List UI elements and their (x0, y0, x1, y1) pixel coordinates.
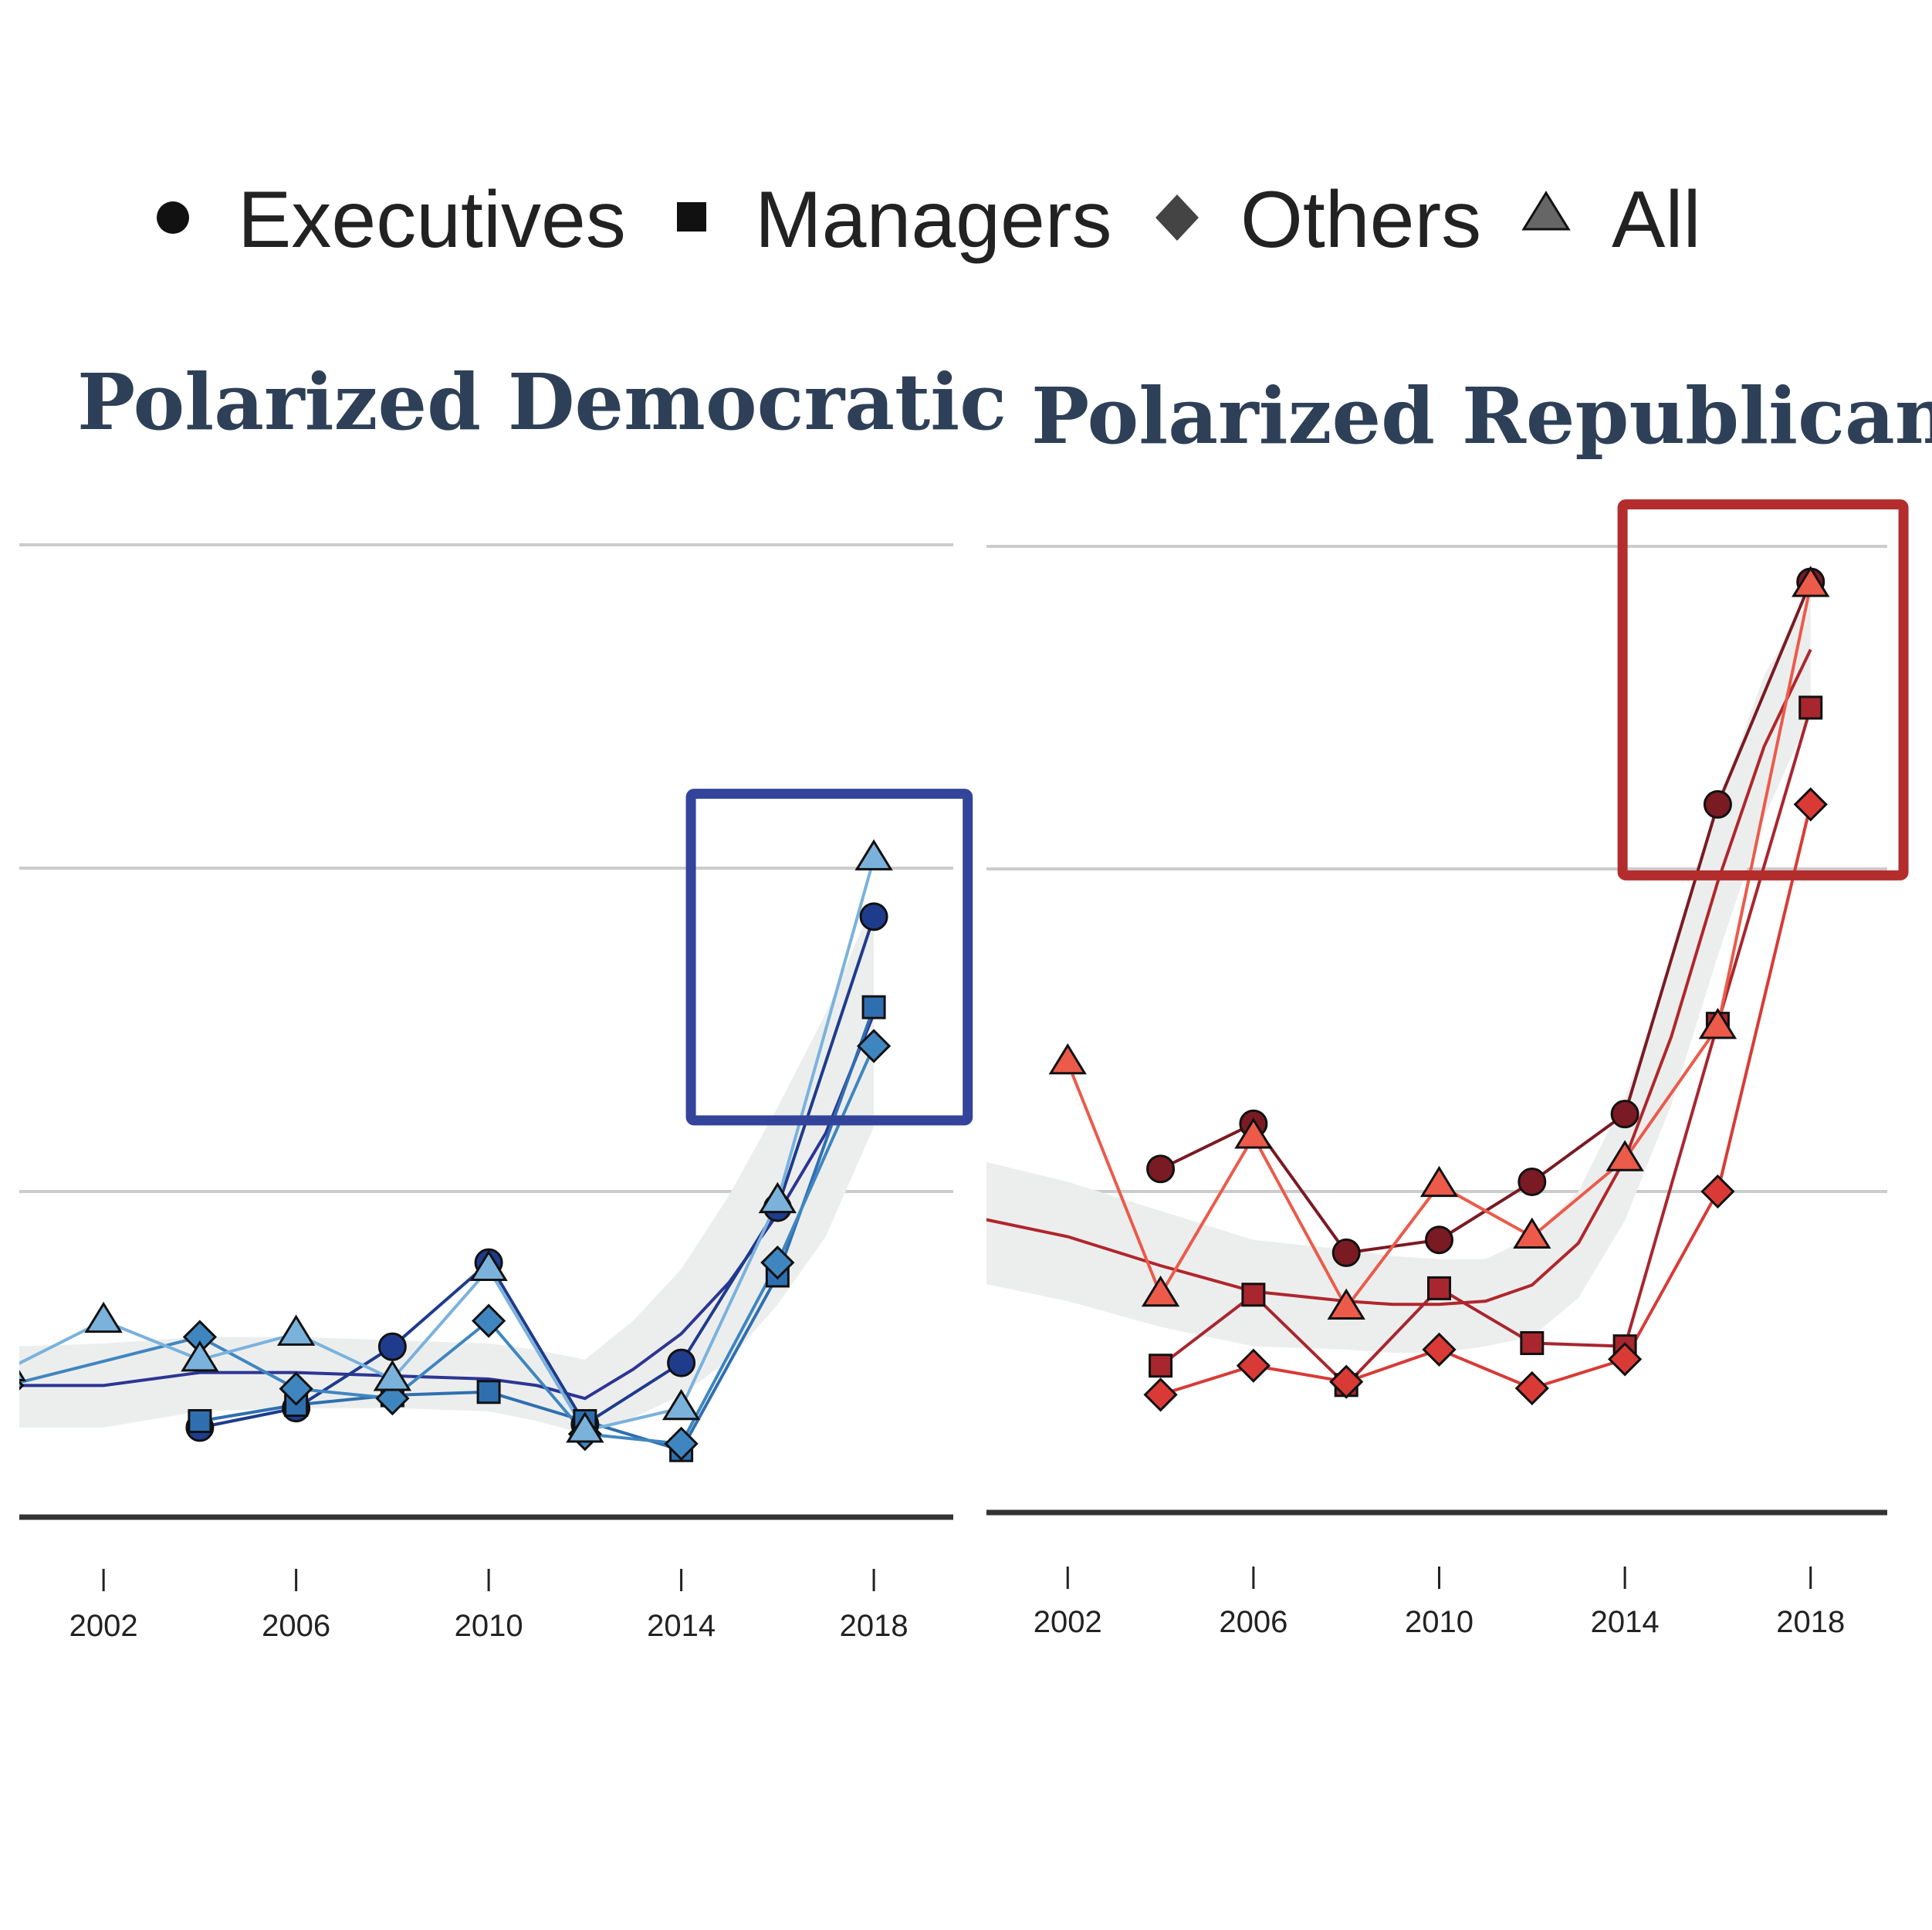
data-point-executives (667, 1348, 696, 1377)
legend-diamond-marker (1155, 194, 1199, 241)
data-point-all (1048, 1043, 1087, 1075)
panel-title-republican: Polarized Republican (1031, 370, 1932, 461)
legend-item-others: Others (1155, 175, 1481, 265)
data-point-others (1143, 1377, 1178, 1412)
data-point-executives (859, 902, 888, 931)
data-point-all (854, 839, 893, 870)
data-point-others (19, 1380, 25, 1391)
data-point-others (1422, 1332, 1457, 1367)
data-point-managers (1427, 1276, 1452, 1300)
x-tick-label: 2014 (647, 1609, 716, 1643)
trend-confidence-band (19, 900, 875, 1435)
data-point-others (279, 1371, 313, 1406)
data-point-all (1605, 1140, 1644, 1171)
series-line-managers (1159, 707, 1812, 1388)
data-point-managers (188, 1408, 212, 1433)
trend-confidence-band (986, 594, 1811, 1353)
data-point-others (760, 1246, 795, 1280)
data-point-others (1514, 1371, 1549, 1406)
series-markers (19, 839, 893, 1462)
data-point-all (1513, 1217, 1551, 1249)
data-point-executives (1518, 1167, 1547, 1196)
data-point-others (1329, 1364, 1364, 1399)
data-point-all (758, 1181, 797, 1214)
series-line-managers (199, 1006, 875, 1452)
x-tick-label: 2006 (1219, 1605, 1287, 1639)
x-tick-label: 2010 (455, 1609, 523, 1643)
x-tick-label: 2002 (1034, 1605, 1102, 1639)
data-point-executives (1331, 1238, 1361, 1267)
x-tick-label: 2018 (1776, 1605, 1845, 1639)
x-tick-label: 2014 (1591, 1605, 1660, 1639)
legend-item-managers: Managers (677, 175, 1111, 265)
data-point-managers (1149, 1354, 1173, 1378)
data-point-managers (476, 1380, 501, 1404)
x-tick-label: 2006 (262, 1609, 330, 1643)
legend-label-others: Others (1240, 175, 1481, 265)
legend-triangle-marker (1521, 191, 1571, 231)
data-point-others (471, 1303, 506, 1338)
data-point-executives (1425, 1225, 1454, 1255)
legend: Executives Managers Others All (157, 175, 1701, 265)
highlight-box (685, 789, 973, 1126)
highlight-box (1617, 499, 1909, 880)
data-point-all (1141, 1275, 1180, 1307)
data-point-executives (1610, 1100, 1639, 1129)
legend-item-all: All (1521, 175, 1701, 265)
data-point-all (1419, 1165, 1459, 1198)
panel-democratic: 2002 2006 2010 2014 2018 (19, 543, 973, 1643)
data-point-managers (861, 995, 886, 1019)
data-point-others (1608, 1342, 1643, 1377)
data-point-all (1698, 1007, 1737, 1039)
legend-circle-marker (157, 201, 189, 234)
data-point-others (1700, 1174, 1735, 1209)
x-tick-label: 2018 (840, 1609, 908, 1643)
legend-label-executives: Executives (238, 175, 626, 265)
legend-label-all: All (1612, 175, 1701, 265)
data-point-all (1234, 1117, 1273, 1149)
data-point-all (1327, 1288, 1365, 1320)
data-point-all (181, 1340, 219, 1372)
data-point-all (19, 1370, 27, 1381)
data-point-executives (1146, 1154, 1176, 1184)
x-tick-label: 2010 (1405, 1605, 1474, 1639)
data-point-managers (1241, 1283, 1266, 1307)
trend-line (986, 648, 1812, 1306)
data-point-all (276, 1314, 316, 1346)
x-tick-label: 2002 (69, 1609, 138, 1643)
legend-label-managers: Managers (755, 175, 1111, 265)
data-point-managers (1798, 695, 1823, 720)
data-point-others (1793, 787, 1828, 822)
data-point-executives (377, 1332, 407, 1361)
data-point-all (1792, 566, 1830, 597)
data-point-all (84, 1301, 123, 1333)
data-point-managers (1520, 1330, 1545, 1355)
series-line-others (1159, 803, 1812, 1397)
legend-item-executives: Executives (157, 175, 626, 265)
data-point-all (566, 1411, 604, 1443)
data-point-others (664, 1426, 699, 1461)
panel-title-democratic: Polarized Democratic (77, 357, 1007, 448)
data-point-executives (1703, 789, 1732, 819)
legend-square-marker (677, 202, 706, 232)
series-line-all (19, 857, 876, 1433)
panel-republican: 2002 2006 2010 2014 2018 (986, 499, 1909, 1639)
data-point-all (373, 1360, 412, 1391)
data-point-all (661, 1388, 701, 1421)
data-point-others (856, 1029, 892, 1063)
data-point-all (469, 1249, 508, 1282)
series-markers (1048, 566, 1830, 1412)
data-point-others (1236, 1348, 1271, 1383)
